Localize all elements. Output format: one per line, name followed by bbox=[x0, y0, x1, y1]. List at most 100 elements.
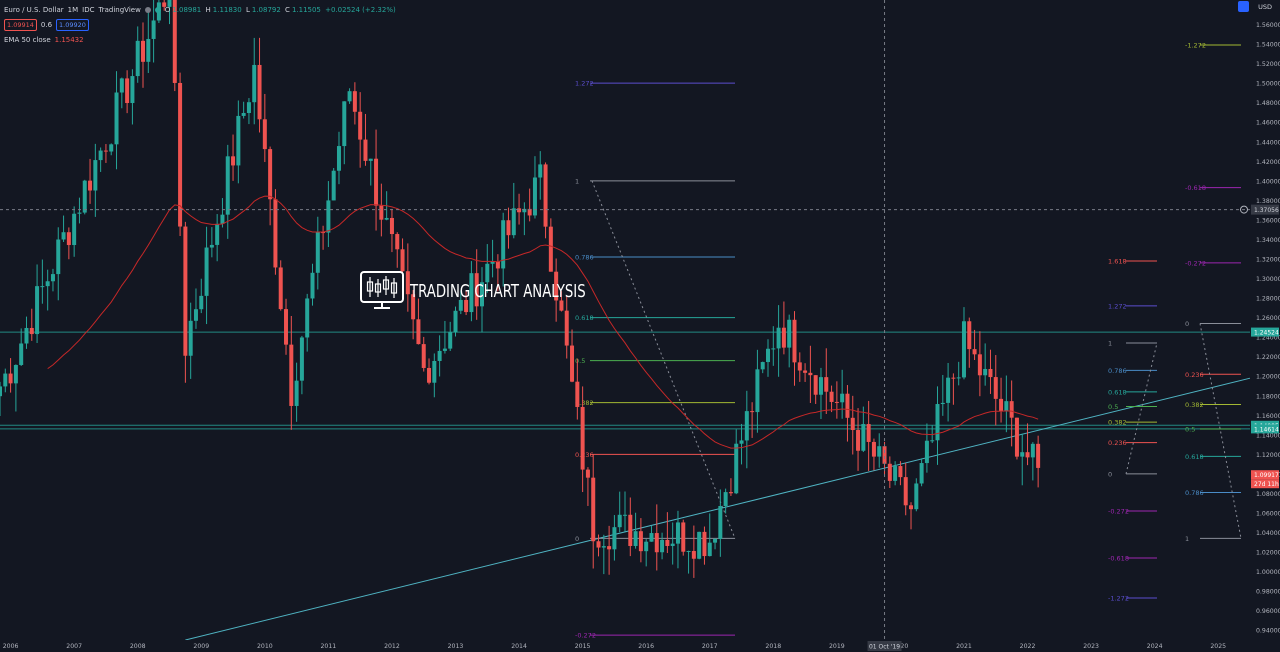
price-tick-label: 1.42000 bbox=[1256, 159, 1280, 166]
candle-body bbox=[813, 375, 818, 395]
candle-body bbox=[1030, 443, 1035, 458]
candle-body bbox=[1020, 452, 1025, 457]
candle-body bbox=[898, 466, 903, 478]
spread-value: 0.6 bbox=[40, 20, 53, 29]
fib-level-label: -1.272 bbox=[1185, 42, 1206, 50]
candle-body bbox=[421, 344, 426, 368]
candle-body bbox=[607, 546, 612, 550]
candle-body bbox=[252, 64, 257, 103]
candle-body bbox=[347, 91, 352, 102]
candle-body bbox=[559, 300, 564, 311]
candle-body bbox=[739, 440, 744, 444]
candle-body bbox=[760, 362, 765, 370]
legend-ema-row[interactable]: EMA 50 close 1.15432 bbox=[4, 32, 398, 47]
interval-label[interactable]: 1M bbox=[67, 5, 79, 14]
candle-body bbox=[326, 200, 331, 233]
fib-level-label: 0.618 bbox=[575, 314, 594, 322]
year-tick-label: 2008 bbox=[130, 643, 146, 650]
candle-body bbox=[284, 309, 289, 345]
candle-body bbox=[829, 391, 834, 402]
price-tick-label: 1.54000 bbox=[1256, 42, 1280, 49]
candle-body bbox=[66, 232, 71, 246]
candle-body bbox=[893, 466, 898, 481]
candle-body bbox=[649, 533, 654, 542]
market-status-icon bbox=[154, 6, 161, 13]
candle-body bbox=[220, 214, 225, 224]
year-tick-label: 2025 bbox=[1210, 643, 1226, 650]
candle-body bbox=[946, 377, 951, 403]
candle-body bbox=[458, 299, 463, 311]
visibility-eye-icon[interactable] bbox=[144, 6, 151, 13]
price-tick-label: 1.18000 bbox=[1256, 393, 1280, 400]
candle-body bbox=[3, 373, 8, 387]
sell-button[interactable]: 1.09914 bbox=[4, 18, 37, 31]
fib-level-label: 0.5 bbox=[1108, 403, 1118, 411]
candle-body bbox=[914, 483, 919, 510]
candle-body bbox=[877, 446, 882, 457]
candle-body bbox=[522, 208, 527, 213]
candle-body bbox=[575, 381, 580, 407]
crosshair bbox=[0, 0, 1250, 640]
price-tick-label: 1.50000 bbox=[1256, 81, 1280, 88]
buy-button[interactable]: 1.09920 bbox=[56, 18, 89, 31]
fib-level-label: 0.382 bbox=[1185, 401, 1204, 409]
candle-body bbox=[999, 398, 1004, 411]
candle-body bbox=[961, 321, 966, 378]
candle-body bbox=[850, 417, 855, 431]
candle-body bbox=[781, 327, 786, 348]
exchange-label: IDC bbox=[82, 5, 95, 14]
candle-body bbox=[585, 469, 590, 478]
candle-body bbox=[416, 319, 421, 345]
year-tick-label: 2012 bbox=[384, 643, 400, 650]
candle-body bbox=[411, 294, 416, 320]
candle-body bbox=[315, 232, 320, 273]
year-tick-label: 2021 bbox=[956, 643, 972, 650]
candle-body bbox=[278, 267, 283, 310]
candle-body bbox=[977, 354, 982, 376]
candle-body bbox=[172, 0, 177, 83]
price-badge-label: 27d 11h bbox=[1254, 481, 1279, 488]
candle-body bbox=[374, 158, 379, 206]
price-tick-label: 1.56000 bbox=[1256, 22, 1280, 29]
fib-level-label: 0.382 bbox=[1108, 419, 1127, 427]
time-axis-bg bbox=[0, 640, 1250, 652]
settings-icon[interactable] bbox=[1238, 1, 1249, 12]
candle-body bbox=[305, 298, 310, 338]
candle-body bbox=[231, 156, 236, 166]
candle-body bbox=[453, 310, 458, 333]
candle-body bbox=[183, 226, 188, 356]
candle-body bbox=[495, 261, 500, 269]
crosshair-plus-icon bbox=[1240, 205, 1248, 214]
price-tick-label: 1.36000 bbox=[1256, 217, 1280, 224]
year-tick-label: 2023 bbox=[1083, 643, 1099, 650]
candle-body bbox=[8, 373, 13, 384]
fib-level-label: 0.5 bbox=[575, 357, 585, 365]
candle-body bbox=[501, 220, 506, 269]
candle-body bbox=[554, 271, 559, 301]
price-tick-label: 1.06000 bbox=[1256, 511, 1280, 518]
candle-body bbox=[840, 393, 845, 403]
fib-level-label: 0.786 bbox=[575, 254, 594, 262]
candle-body bbox=[358, 111, 363, 140]
price-tick-label: 1.38000 bbox=[1256, 198, 1280, 205]
candle-body bbox=[395, 234, 400, 250]
price-tick-label: 1.34000 bbox=[1256, 237, 1280, 244]
candlestick-monitor-icon bbox=[360, 271, 404, 309]
candle-body bbox=[135, 40, 140, 77]
candle-body bbox=[871, 441, 876, 457]
price-tick-label: 0.96000 bbox=[1256, 608, 1280, 615]
candle-body bbox=[766, 348, 771, 363]
fib-level-label: 1.272 bbox=[1108, 302, 1127, 310]
year-tick-label: 2018 bbox=[765, 643, 781, 650]
price-tick-label: 1.00000 bbox=[1256, 569, 1280, 576]
currency-label[interactable]: USD bbox=[1258, 3, 1272, 11]
symbol-name[interactable]: Euro / U.S. Dollar bbox=[4, 5, 64, 14]
candle-body bbox=[887, 463, 892, 481]
candle-body bbox=[734, 443, 739, 494]
candle-body bbox=[56, 239, 61, 275]
candle-body bbox=[718, 505, 723, 539]
fib-level-label: 0.382 bbox=[575, 399, 594, 407]
ohlc-values: O 1.08981 H 1.11830 L 1.08792 C 1.11505 +0.0… bbox=[164, 5, 396, 14]
